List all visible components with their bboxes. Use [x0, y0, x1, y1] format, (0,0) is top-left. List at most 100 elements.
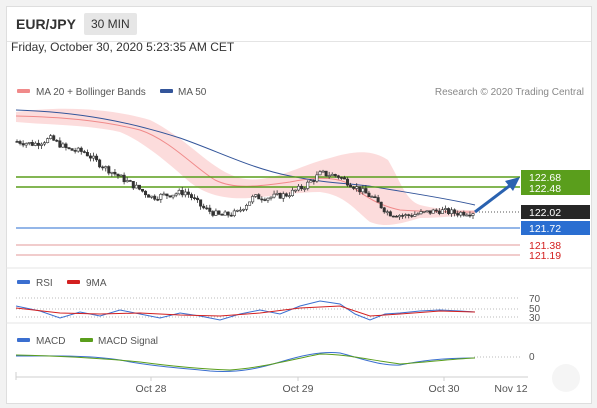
support-value-1: 121.38 [529, 240, 561, 252]
candle-body [193, 197, 197, 199]
candle-body [67, 147, 71, 149]
instrument-title: EUR/JPY [16, 16, 76, 32]
candle-body [309, 180, 313, 183]
candle-body [346, 178, 350, 186]
candle-body [257, 194, 261, 200]
legend-macd-signal-label: MACD Signal [98, 336, 158, 347]
resistance-tag-2 [521, 182, 590, 195]
legend-macd-label: MACD [36, 336, 65, 347]
chart-header: EUR/JPY 30 MIN [7, 7, 591, 42]
candle-body [49, 135, 53, 139]
candlestick-series [15, 134, 475, 220]
candle-body [144, 190, 148, 196]
candle-body [70, 148, 74, 151]
candle-body [263, 199, 267, 201]
candle-body [150, 195, 154, 198]
candle-body [287, 195, 291, 197]
rsi-label-30: 30 [529, 313, 541, 324]
candle-body [254, 194, 258, 197]
candle-body [376, 197, 380, 203]
forecast-arrow-head [505, 177, 520, 191]
candle-body [235, 209, 239, 212]
ma20-line [15, 115, 476, 213]
candle-body [284, 193, 288, 197]
candle-body [76, 147, 80, 152]
candle-body [64, 143, 68, 148]
x-label-oct30: Oct 30 [429, 383, 460, 395]
legend-ma50-label: MA 50 [178, 87, 207, 98]
candle-body [125, 180, 129, 183]
chart-widget: EUR/JPY 30 MIN [6, 6, 592, 404]
timeframe-badge[interactable]: 30 MIN [84, 13, 137, 35]
candle-body [300, 185, 304, 190]
legend-9ma-swatch [67, 280, 80, 284]
candle-body [211, 211, 215, 216]
macd-signal-line [15, 353, 476, 371]
candle-body [131, 181, 135, 189]
candle-body [205, 207, 209, 210]
candle-body [401, 215, 405, 217]
candle-body [140, 188, 144, 192]
candle-body [104, 166, 108, 169]
candle-body [82, 151, 86, 153]
macd-zero-label: 0 [529, 352, 535, 363]
candle-body [55, 140, 59, 142]
candle-body [358, 186, 362, 193]
candle-body [168, 195, 172, 198]
candle-body [385, 211, 389, 214]
bollinger-band [16, 108, 475, 225]
candle-body [456, 213, 460, 216]
candle-body [327, 175, 331, 177]
candle-body [24, 143, 28, 146]
candle-body [214, 210, 218, 216]
candle-body [110, 171, 114, 174]
x-label-nov12: Nov 12 [494, 383, 527, 395]
candle-body [92, 155, 96, 159]
candle-body [98, 159, 102, 168]
candle-body [113, 171, 117, 175]
candle-body [364, 188, 368, 194]
candle-body [272, 193, 276, 198]
candle-body [171, 194, 175, 198]
candle-body [134, 184, 138, 189]
candle-body [21, 143, 25, 146]
pivot-tag [521, 221, 590, 235]
macd-line [15, 352, 476, 372]
candle-body [43, 142, 47, 145]
candle-body [453, 209, 457, 214]
candle-body [336, 175, 340, 178]
candle-body [437, 210, 441, 214]
candle-body [52, 135, 56, 141]
candle-body [312, 180, 316, 182]
candle-body [290, 189, 294, 196]
candle-body [186, 191, 190, 195]
pivot-value: 121.72 [529, 223, 561, 235]
last-price-value: 122.02 [529, 207, 561, 219]
resistance-tag-1 [521, 170, 590, 184]
candle-body [459, 211, 463, 216]
legend-macd-signal-swatch [80, 338, 93, 342]
candle-body [226, 211, 230, 216]
x-label-oct28: Oct 28 [136, 383, 167, 395]
candle-body [217, 210, 221, 215]
candle-body [367, 192, 371, 197]
candle-body [278, 192, 282, 199]
candle-body [202, 205, 206, 209]
attribution: Research © 2020 Trading Central [435, 87, 584, 98]
candle-body [373, 196, 377, 198]
candle-body [107, 166, 111, 174]
chart-datetime: Friday, October 30, 2020 5:23:35 AM CET [11, 40, 235, 54]
candle-body [370, 196, 374, 198]
candle-body [321, 170, 325, 173]
legend-rsi-swatch [17, 280, 30, 284]
candle-body [324, 170, 328, 177]
candle-body [79, 147, 83, 152]
candle-body [275, 192, 279, 195]
candle-body [88, 155, 92, 159]
rsi-label-50: 50 [529, 304, 541, 315]
candle-body [30, 142, 34, 146]
candle-body [447, 208, 451, 214]
candle-body [46, 138, 50, 143]
candle-body [468, 214, 472, 217]
candle-body [269, 196, 273, 199]
